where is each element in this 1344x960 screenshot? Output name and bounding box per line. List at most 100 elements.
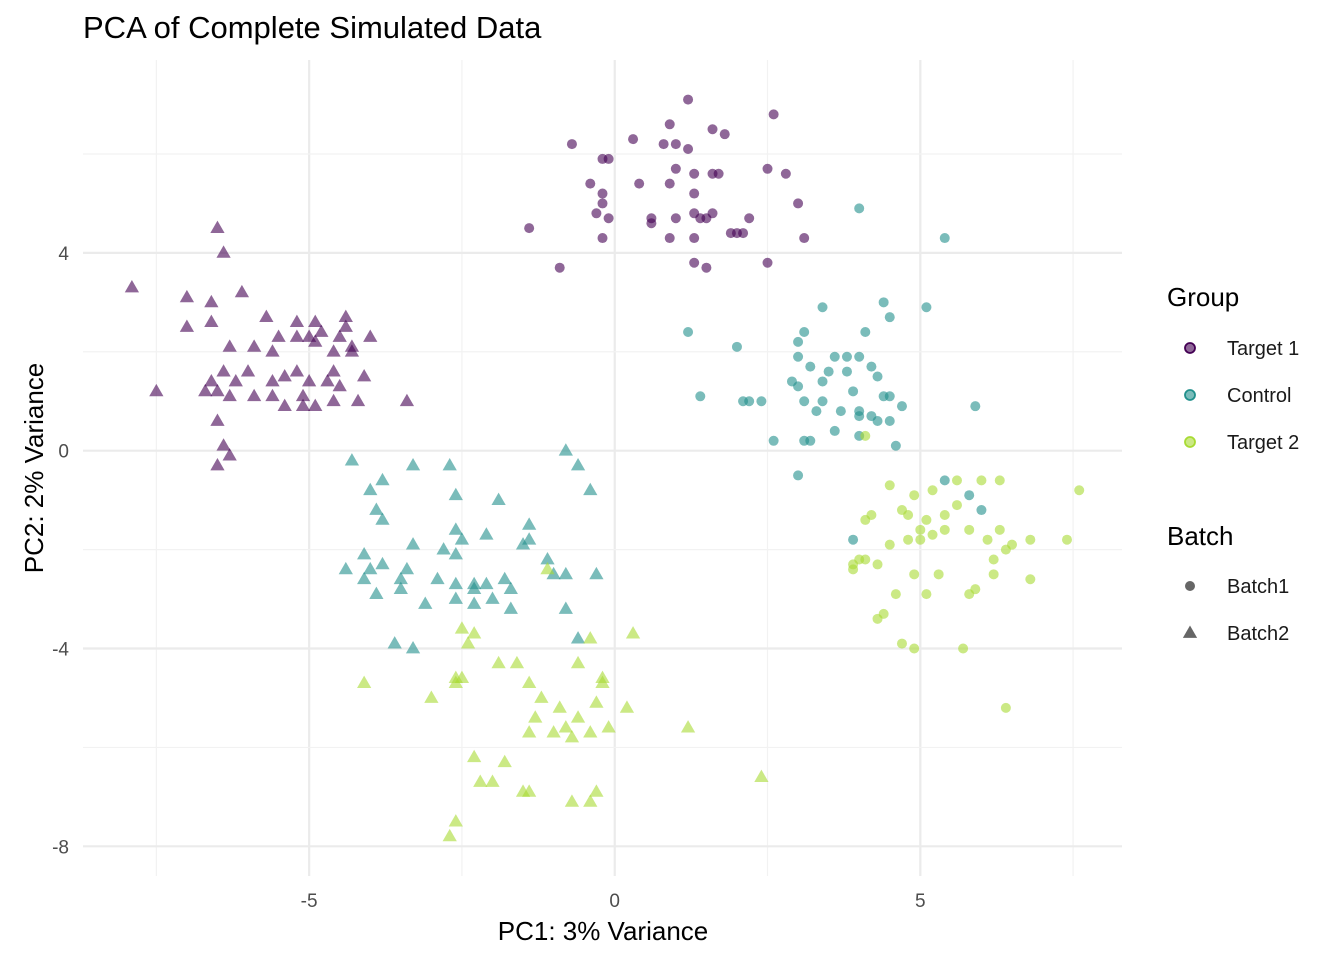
data-point-circle bbox=[603, 153, 614, 164]
data-point-triangle bbox=[405, 641, 421, 654]
data-point-circle bbox=[634, 178, 645, 189]
data-point-circle bbox=[670, 139, 681, 150]
data-point-triangle bbox=[247, 388, 262, 402]
data-point-circle bbox=[884, 312, 895, 323]
data-point-circle bbox=[664, 178, 675, 189]
data-point-triangle bbox=[387, 636, 402, 649]
data-point-circle bbox=[683, 144, 694, 155]
data-point-circle bbox=[884, 480, 895, 491]
data-point-triangle bbox=[204, 294, 219, 308]
data-point-circle bbox=[939, 475, 950, 486]
y-axis-title: PC2: 2% Variance bbox=[19, 363, 49, 574]
axis-ticks: -5 0 5 -8 -4 0 4 bbox=[52, 244, 926, 912]
data-point-circle bbox=[890, 589, 901, 600]
data-point-triangle bbox=[460, 636, 476, 649]
data-point-circle bbox=[738, 396, 749, 407]
x-tick-label: 5 bbox=[915, 891, 926, 912]
data-point-triangle bbox=[467, 581, 482, 595]
data-point-circle bbox=[707, 124, 718, 135]
data-point-circle bbox=[854, 351, 865, 362]
legend-batch-label: Batch2 bbox=[1227, 623, 1289, 645]
data-point-triangle bbox=[436, 542, 451, 555]
data-point-circle bbox=[939, 524, 950, 535]
data-point-circle bbox=[805, 361, 816, 372]
data-point-circle bbox=[921, 302, 932, 313]
data-point-triangle bbox=[570, 655, 586, 669]
data-point-triangle bbox=[467, 749, 482, 763]
data-point-triangle bbox=[338, 309, 353, 323]
data-point-circle bbox=[597, 198, 608, 209]
data-point-circle bbox=[951, 475, 962, 486]
data-point-triangle bbox=[503, 581, 518, 595]
data-point-triangle bbox=[308, 314, 323, 327]
data-point-triangle bbox=[619, 700, 635, 713]
data-point-triangle bbox=[448, 814, 463, 827]
data-point-circle bbox=[1074, 485, 1085, 496]
x-axis-title: PC1: 3% Variance bbox=[498, 916, 709, 946]
data-point-triangle bbox=[222, 388, 237, 402]
data-point-triangle bbox=[589, 566, 604, 580]
y-tick-label: 0 bbox=[58, 442, 69, 463]
data-point-triangle bbox=[357, 369, 372, 382]
data-point-circle bbox=[915, 524, 926, 535]
data-point-triangle bbox=[442, 828, 457, 842]
data-point-circle bbox=[939, 233, 950, 244]
data-point-circle bbox=[829, 351, 840, 362]
data-point-triangle bbox=[454, 621, 470, 634]
data-point-circle bbox=[683, 94, 694, 105]
data-point-circle bbox=[982, 534, 993, 545]
data-point-triangle bbox=[210, 220, 225, 234]
data-point-circle bbox=[927, 485, 938, 496]
data-point-circle bbox=[817, 396, 828, 407]
data-point-triangle bbox=[442, 458, 457, 471]
legend-group-label: Control bbox=[1227, 385, 1291, 407]
data-point-circle bbox=[854, 203, 865, 214]
data-point-circle bbox=[872, 416, 883, 427]
data-point-triangle bbox=[363, 329, 378, 342]
data-point-circle bbox=[701, 262, 712, 273]
data-point-triangle bbox=[179, 289, 195, 303]
data-point-triangle bbox=[210, 458, 225, 471]
data-point-triangle bbox=[375, 512, 390, 525]
data-point-circle bbox=[860, 430, 871, 441]
data-point-circle bbox=[933, 569, 944, 580]
data-point-circle bbox=[793, 198, 804, 209]
data-point-triangle bbox=[601, 720, 616, 733]
chart-title: PCA of Complete Simulated Data bbox=[83, 10, 542, 45]
data-point-triangle bbox=[222, 339, 237, 352]
data-point-circle bbox=[780, 168, 791, 179]
data-point-circle bbox=[1000, 544, 1011, 555]
data-point-triangle bbox=[564, 730, 580, 743]
data-point-circle bbox=[909, 490, 920, 501]
data-point-triangle bbox=[583, 794, 598, 807]
legend: Group Target 1 Control Target 2 Batch Batc… bbox=[1167, 282, 1299, 645]
data-point-triangle bbox=[625, 626, 641, 639]
data-point-triangle bbox=[271, 329, 286, 342]
data-point-triangle bbox=[448, 576, 463, 590]
data-point-triangle bbox=[595, 675, 610, 689]
data-point-triangle bbox=[479, 576, 494, 590]
data-point-triangle bbox=[216, 438, 231, 451]
data-point-triangle bbox=[124, 279, 140, 293]
data-point-circle bbox=[860, 554, 871, 565]
data-point-triangle bbox=[558, 720, 573, 733]
data-point-circle bbox=[762, 163, 773, 174]
data-point-triangle bbox=[534, 690, 549, 703]
data-point-circle bbox=[860, 327, 871, 337]
data-point-triangle bbox=[314, 324, 329, 337]
data-point-circle bbox=[768, 435, 779, 446]
data-point-circle bbox=[793, 336, 804, 347]
data-point-triangle bbox=[570, 631, 586, 644]
data-point-triangle bbox=[546, 725, 561, 738]
data-point-circle bbox=[1000, 702, 1011, 713]
data-point-triangle bbox=[308, 398, 323, 412]
data-point-circle bbox=[793, 381, 804, 392]
data-point-triangle bbox=[277, 398, 292, 412]
data-point-triangle bbox=[522, 532, 537, 545]
data-point-triangle bbox=[448, 591, 463, 604]
data-point-triangle bbox=[338, 319, 353, 332]
data-point-circle bbox=[597, 233, 608, 244]
data-point-triangle bbox=[265, 373, 280, 387]
data-point-triangle bbox=[522, 725, 537, 738]
